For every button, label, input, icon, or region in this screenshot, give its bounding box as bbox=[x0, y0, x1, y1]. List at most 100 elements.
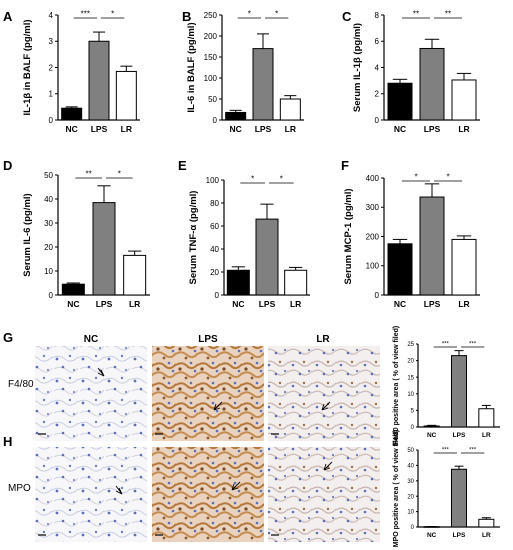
bar-lps bbox=[451, 355, 467, 428]
significance-label: * bbox=[248, 10, 251, 19]
bar-lps bbox=[92, 202, 116, 296]
bar-nc bbox=[423, 425, 440, 428]
y-tick-label: 100 bbox=[206, 176, 220, 185]
y-tick-label: 200 bbox=[366, 232, 380, 241]
x-tick-label: LR bbox=[290, 299, 301, 309]
y-tick-label: 3 bbox=[49, 37, 54, 46]
micrograph-f4-80-lps bbox=[152, 346, 264, 441]
annotation-arrow bbox=[321, 401, 331, 411]
panel-letter-c: C bbox=[342, 9, 352, 24]
significance-label: *** bbox=[442, 342, 450, 348]
x-tick-label: LPS bbox=[424, 299, 441, 309]
bar-lr bbox=[115, 70, 137, 121]
x-tick-label: LPS bbox=[255, 124, 272, 134]
y-tick-label: 8 bbox=[375, 11, 380, 20]
y-tick-label: 40 bbox=[407, 464, 414, 470]
y-tick-label: 40 bbox=[210, 245, 219, 254]
y-tick-label: 0 bbox=[375, 291, 380, 300]
chart-f: 0 100 200 300 400 Serum MCP-1 (pg/ml) NC LPS LR *… bbox=[343, 173, 480, 309]
bar-lps bbox=[252, 48, 274, 121]
y-tick-label: 20 bbox=[407, 359, 414, 365]
bar-lr bbox=[123, 254, 147, 296]
bar-lps bbox=[255, 218, 279, 296]
annotation-arrow bbox=[231, 481, 241, 491]
y-tick-label: 25 bbox=[407, 342, 414, 348]
x-tick-label: NC bbox=[427, 532, 437, 539]
y-tick-label: 0 bbox=[213, 116, 218, 125]
y-axis-label: Serum IL-1β (pg/ml) bbox=[352, 23, 363, 112]
significance-label: ** bbox=[86, 170, 92, 179]
annotation-arrow bbox=[97, 367, 105, 377]
panel-letter-g: G bbox=[3, 330, 13, 345]
y-tick-label: 0 bbox=[49, 291, 54, 300]
bar-nc bbox=[225, 111, 247, 121]
x-tick-label: NC bbox=[427, 432, 437, 439]
column-label-nc: NC bbox=[84, 334, 98, 345]
annotation-arrow bbox=[213, 401, 223, 411]
x-tick-label: NC bbox=[232, 299, 244, 309]
y-tick-label: 2 bbox=[375, 90, 380, 99]
significance-label: ** bbox=[445, 10, 451, 19]
bar-lps bbox=[419, 196, 445, 296]
significance-label: * bbox=[111, 10, 114, 19]
significance-label: *** bbox=[442, 448, 450, 454]
y-tick-label: 0 bbox=[411, 425, 415, 431]
x-tick-label: LR bbox=[458, 124, 469, 134]
row-label-f4-80: F4/80 bbox=[8, 379, 34, 390]
significance-label: *** bbox=[469, 342, 477, 348]
y-tick-label: 100 bbox=[204, 74, 218, 83]
bar-lr bbox=[478, 518, 495, 528]
panel-letter-a: A bbox=[3, 9, 13, 24]
x-tick-label: LPS bbox=[424, 124, 441, 134]
significance-label: * bbox=[414, 173, 417, 182]
y-tick-label: 50 bbox=[44, 171, 53, 180]
y-axis-label: F4/80 positive area ( % of view filed) bbox=[393, 326, 400, 445]
significance-label: * bbox=[118, 170, 121, 179]
significance-label: * bbox=[251, 175, 254, 184]
x-tick-label: NC bbox=[394, 299, 406, 309]
y-tick-label: 10 bbox=[407, 510, 414, 516]
y-tick-label: 150 bbox=[204, 53, 218, 62]
column-label-lr: LR bbox=[316, 334, 330, 345]
y-tick-label: 0 bbox=[411, 525, 415, 531]
chart-c: 0 2 4 6 8 Serum IL-1β (pg/ml) NC LPS LR ** ** bbox=[352, 10, 480, 134]
y-axis-label: MPO positive area ( % of view filed) bbox=[393, 430, 400, 547]
y-tick-label: 0 bbox=[49, 116, 54, 125]
y-tick-label: 5 bbox=[411, 409, 415, 415]
y-tick-label: 0 bbox=[215, 291, 220, 300]
significance-label: *** bbox=[81, 10, 90, 19]
chart-b: 0 50 100 150 200 250 IL-6 in BALF (pg/ml) NC LPS… bbox=[186, 10, 304, 134]
significance-label: *** bbox=[469, 448, 477, 454]
y-tick-label: 10 bbox=[407, 392, 414, 398]
micrograph-mpo-lr bbox=[268, 447, 380, 542]
chart-e: 0 20 40 60 80 100 Serum TNF-α (pg/ml) NC LPS LR * * bbox=[188, 175, 310, 309]
bar-lr bbox=[451, 79, 477, 121]
y-tick-label: 200 bbox=[204, 32, 218, 41]
panel-letter-b: B bbox=[182, 9, 191, 24]
x-tick-label: LPS bbox=[453, 432, 466, 439]
bar-nc bbox=[61, 107, 83, 121]
y-axis-label: Serum TNF-α (pg/ml) bbox=[188, 191, 199, 285]
y-tick-label: 10 bbox=[44, 267, 53, 276]
y-tick-label: 20 bbox=[44, 243, 53, 252]
panel-letter-h: H bbox=[3, 434, 12, 449]
annotation-arrow bbox=[115, 485, 123, 495]
x-tick-label: LR bbox=[458, 299, 469, 309]
micrograph-mpo-nc bbox=[35, 447, 147, 542]
y-tick-label: 4 bbox=[375, 63, 380, 72]
x-tick-label: LR bbox=[121, 124, 132, 134]
micrograph-mpo-lps bbox=[152, 447, 264, 542]
bar-lr bbox=[279, 98, 301, 121]
x-tick-label: NC bbox=[67, 299, 79, 309]
bar-nc bbox=[61, 283, 85, 296]
bar-nc bbox=[387, 243, 413, 296]
column-label-lps: LPS bbox=[198, 334, 218, 345]
bar-lps bbox=[419, 47, 445, 121]
y-tick-label: 30 bbox=[407, 479, 414, 485]
bar-lps bbox=[88, 40, 110, 121]
micrograph-grid: NC LPS LR F4/80 MPO bbox=[8, 334, 380, 542]
